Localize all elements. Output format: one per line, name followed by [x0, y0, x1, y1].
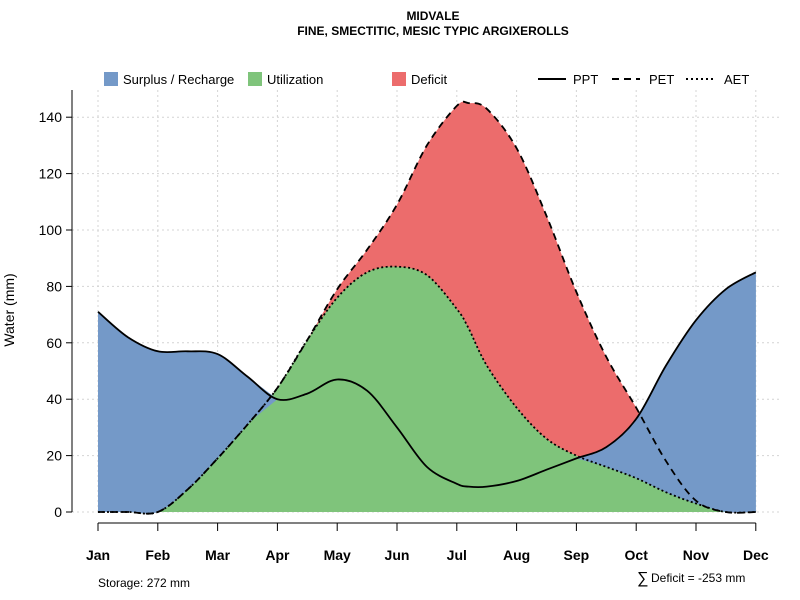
legend-swatch-surplus	[104, 72, 118, 86]
legend-swatch-utilization	[248, 72, 262, 86]
axes: 0 20 40 60 80 100 120 140 Jan Feb Mar Apr May Jun Jul A…	[39, 90, 769, 563]
y-tick-label: 80	[46, 278, 62, 294]
legend-swatch-deficit	[392, 72, 406, 86]
legend-label-aet: AET	[724, 72, 749, 87]
x-tick-label-feb: Feb	[145, 547, 170, 563]
y-tick-label: 20	[46, 448, 62, 464]
x-tick-label-mar: Mar	[205, 547, 230, 563]
y-tick-label: 120	[39, 166, 63, 182]
x-tick-label-apr: Apr	[265, 547, 290, 563]
y-tick-label: 40	[46, 391, 62, 407]
utilization-area	[98, 266, 756, 514]
storage-annotation: Storage: 272 mm	[98, 576, 190, 590]
y-tick-label: 100	[39, 222, 63, 238]
legend: Surplus / Recharge Utilization Deficit P…	[104, 72, 749, 87]
x-tick-label-jan: Jan	[86, 547, 110, 563]
sigma-icon: ∑	[637, 570, 648, 587]
x-tick-label-jul: Jul	[447, 547, 467, 563]
y-tick-label: 0	[54, 504, 62, 520]
legend-label-ppt: PPT	[573, 72, 598, 87]
x-tick-label-oct: Oct	[625, 547, 649, 563]
x-tick-label-aug: Aug	[503, 547, 530, 563]
y-axis-label: Water (mm)	[1, 273, 17, 346]
chart-title: MIDVALE	[406, 9, 459, 23]
legend-label-utilization: Utilization	[267, 72, 323, 87]
x-tick-label-nov: Nov	[683, 547, 710, 563]
x-tick-label-dec: Dec	[743, 547, 769, 563]
ppt-line	[97, 271, 757, 489]
series-lines	[97, 100, 757, 515]
chart-subtitle: FINE, SMECTITIC, MESIC TYPIC ARGIXEROLLS	[297, 24, 569, 38]
x-tick-label-sep: Sep	[564, 547, 590, 563]
legend-label-surplus: Surplus / Recharge	[123, 72, 234, 87]
area-fills	[98, 101, 756, 514]
aet-line	[97, 265, 756, 515]
y-tick-label: 140	[39, 109, 63, 125]
legend-label-pet: PET	[649, 72, 674, 87]
surplus-band-0	[98, 311, 278, 514]
legend-label-deficit: Deficit	[411, 72, 448, 87]
deficit-annotation: Deficit = -253 mm	[651, 571, 745, 585]
x-tick-label-jun: Jun	[385, 547, 410, 563]
x-tick-label-may: May	[324, 547, 351, 563]
y-tick-label: 60	[46, 335, 62, 351]
surplus-band-1	[576, 272, 756, 513]
pet-line	[97, 100, 756, 515]
